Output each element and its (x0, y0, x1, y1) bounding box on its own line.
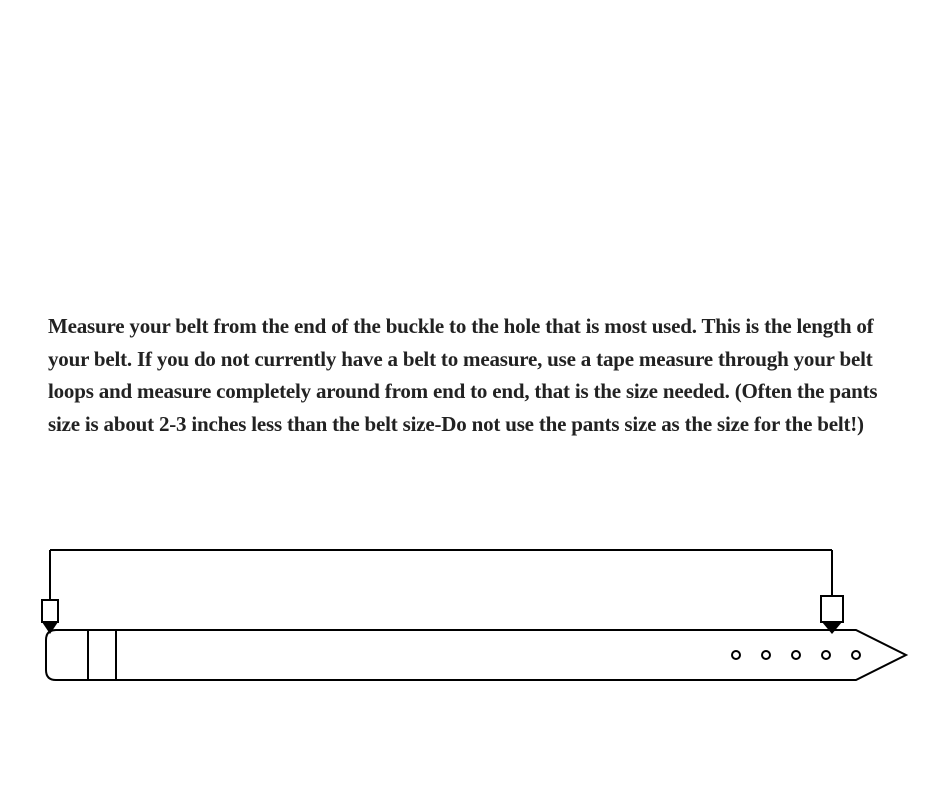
belt-hole (852, 651, 860, 659)
belt-holes (732, 651, 860, 659)
belt-outline (46, 630, 906, 680)
left-arrow (42, 558, 58, 634)
page-root: Measure your belt from the end of the bu… (0, 0, 940, 788)
instructions-text: Measure your belt from the end of the bu… (48, 310, 892, 440)
belt-diagram (36, 530, 916, 730)
right-arrow (821, 558, 843, 634)
belt-hole (792, 651, 800, 659)
belt-hole (822, 651, 830, 659)
belt-hole (762, 651, 770, 659)
belt-hole (732, 651, 740, 659)
belt-diagram-svg (36, 530, 916, 730)
